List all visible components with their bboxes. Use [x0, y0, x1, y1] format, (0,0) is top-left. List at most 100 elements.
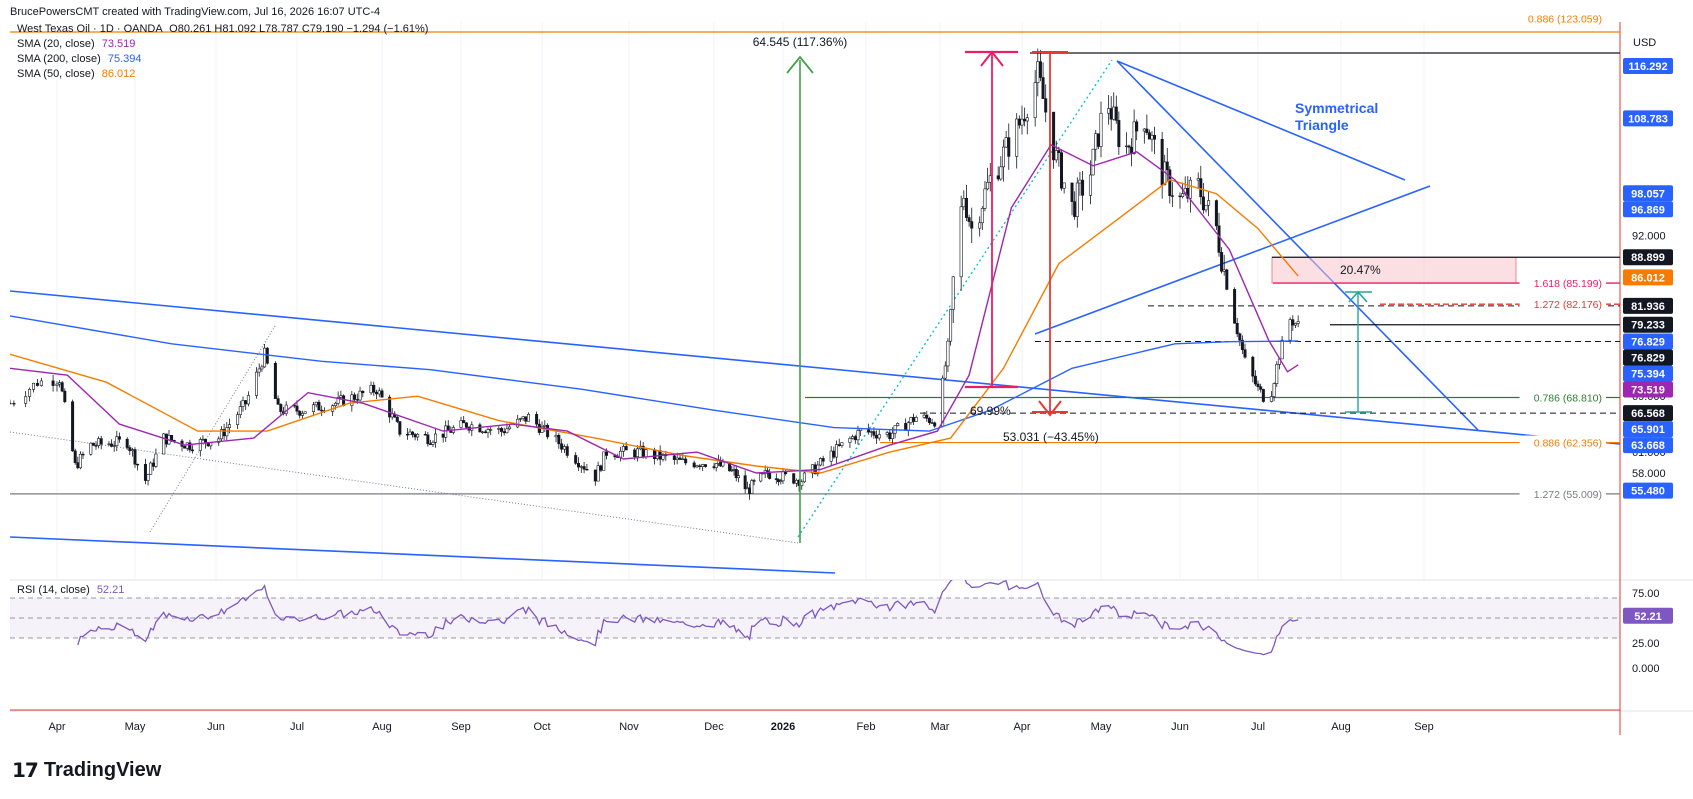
candle-body	[263, 347, 267, 368]
candle-body	[76, 462, 80, 469]
candle-body	[885, 432, 889, 435]
candle-body	[988, 175, 992, 183]
candle-body	[1160, 138, 1164, 186]
price-label: 55.480	[1631, 486, 1665, 498]
candle-body	[24, 396, 28, 404]
candle-body	[238, 406, 242, 416]
candle-body	[602, 451, 606, 471]
descending-trend-line	[1116, 60, 1479, 431]
sma50-legend[interactable]: SMA (50, close) 86.012	[17, 67, 135, 82]
candle-body	[73, 450, 77, 463]
candle-body	[201, 438, 205, 441]
candle-body	[535, 414, 539, 425]
symbol-legend[interactable]: West Texas Oil · 1D · OANDA O80.261 H81.…	[17, 22, 428, 37]
candle-body	[198, 439, 202, 451]
dotted-channel-line	[10, 431, 799, 544]
candle-body	[55, 383, 59, 386]
sma50-label: SMA (50, close)	[17, 68, 95, 80]
candle-body	[1099, 112, 1103, 147]
candle-body	[502, 431, 506, 434]
candle-body	[413, 434, 417, 438]
candle-body	[518, 418, 522, 420]
candle-body	[1132, 121, 1136, 155]
candle-body	[28, 389, 32, 397]
candle-body	[752, 480, 756, 482]
candle-body	[241, 400, 245, 407]
currency-label[interactable]: USD	[1633, 37, 1657, 49]
x-tick-label: Mar	[931, 721, 950, 733]
fib-level-label: 1.618 (85.199)	[1534, 278, 1602, 290]
triangle-label: Triangle	[1295, 117, 1349, 133]
candle-body	[1078, 179, 1082, 184]
candle-body	[832, 450, 836, 458]
candle-body	[1207, 200, 1211, 206]
candle-body	[516, 418, 520, 428]
candle-body	[125, 438, 129, 448]
candle-body	[1275, 364, 1279, 384]
x-tick-label: Jul	[290, 721, 304, 733]
candle-body	[416, 434, 420, 438]
candle-body	[60, 382, 64, 392]
candle-body	[1251, 356, 1255, 377]
candle-body	[875, 435, 879, 439]
candle-body	[190, 449, 194, 452]
candle-body	[1094, 133, 1098, 150]
rsi-legend[interactable]: RSI (14, close) 52.21	[17, 583, 124, 598]
candle-body	[922, 414, 926, 418]
candle-body	[781, 471, 785, 482]
candle-body	[489, 429, 493, 431]
price-label: 76.829	[1631, 337, 1665, 349]
candle-body	[543, 424, 547, 427]
candle-body	[692, 462, 696, 468]
candle-body	[906, 422, 910, 431]
candle-body	[970, 221, 974, 229]
candle-body	[1145, 128, 1149, 134]
candle-body	[986, 181, 990, 190]
candle-body	[12, 402, 16, 405]
candle-body	[1214, 200, 1218, 227]
price-label-box	[1623, 421, 1673, 438]
candle-body	[593, 469, 597, 482]
candle-body	[426, 434, 430, 445]
candle-body	[107, 443, 111, 446]
candle-body	[779, 480, 783, 483]
candle-body	[635, 448, 639, 458]
candle-body	[1054, 150, 1058, 161]
candle-body	[1170, 195, 1174, 197]
sma20-value: 73.519	[101, 38, 136, 50]
sma20-label: SMA (20, close)	[17, 38, 95, 50]
candle-body	[1112, 106, 1116, 120]
candle-body	[1181, 193, 1185, 197]
candle-body	[355, 399, 359, 401]
candle-body	[1081, 179, 1085, 196]
candle-body	[633, 449, 637, 458]
candle-body	[1272, 383, 1276, 397]
pct-annotation: 69.99%	[970, 404, 1011, 418]
price-label: 75.394	[1631, 369, 1666, 381]
candle-body	[1096, 133, 1100, 147]
candle-body	[730, 469, 734, 472]
candle-body	[300, 412, 304, 416]
candle-body	[1091, 148, 1095, 176]
candle-body	[851, 436, 855, 439]
candle-body	[684, 458, 688, 464]
candle-body	[999, 166, 1003, 180]
price-label: 96.869	[1631, 204, 1665, 216]
sma200-legend[interactable]: SMA (200, close) 75.394	[17, 52, 141, 67]
candle-body	[405, 434, 409, 436]
candle-body	[1036, 61, 1040, 83]
candle-body	[1238, 333, 1242, 341]
candle-body	[1033, 82, 1037, 119]
candle-body	[557, 435, 561, 445]
candle-body	[599, 465, 603, 471]
price-label-box	[1623, 365, 1673, 382]
candle-body	[353, 394, 357, 400]
sma20-legend[interactable]: SMA (20, close) 73.519	[17, 37, 135, 52]
drop-arrow-head	[1038, 400, 1062, 417]
rsi-label: RSI (14, close)	[17, 584, 90, 596]
rsi-tick-label: 0.000	[1632, 663, 1660, 675]
tradingview-brand: 𝟭𝟳 TradingView	[12, 758, 161, 783]
channel-lower-line	[10, 536, 836, 574]
candle-body	[1288, 319, 1292, 341]
